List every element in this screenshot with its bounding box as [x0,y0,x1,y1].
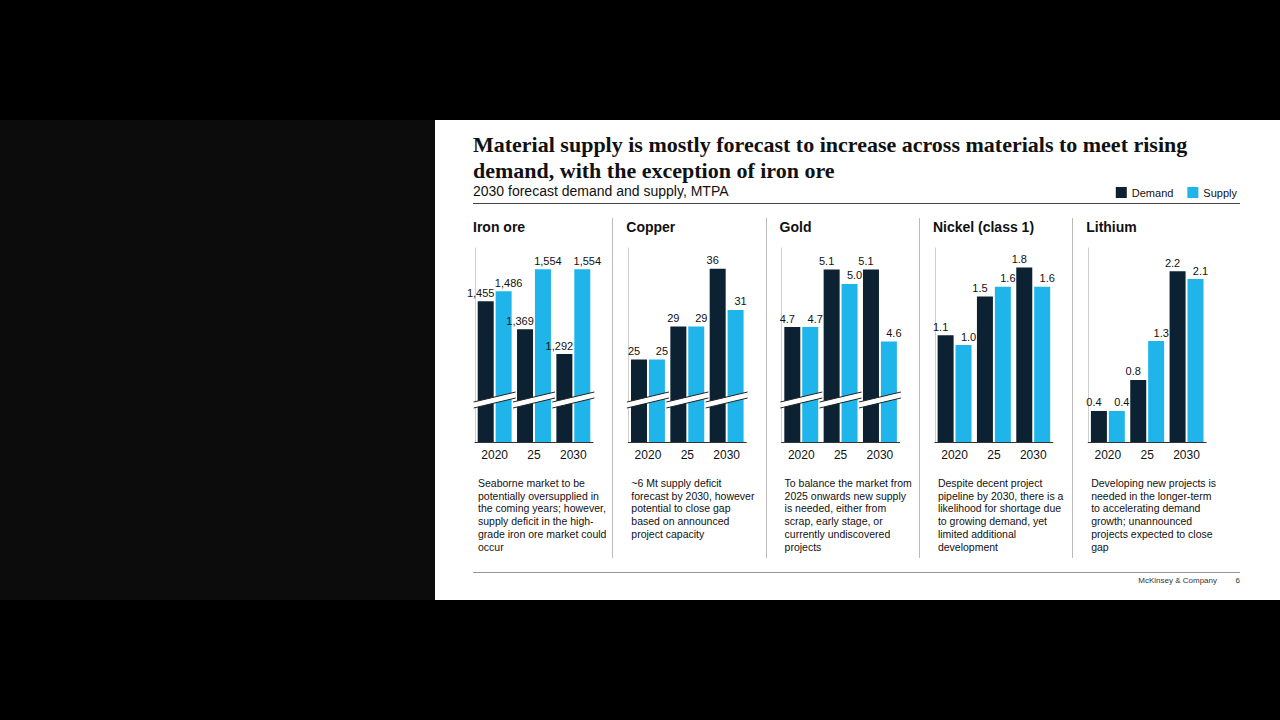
svg-text:1.6: 1.6 [1000,272,1015,284]
html-text:6: 6 [1235,576,1240,585]
svg-text:1,292: 1,292 [546,340,574,352]
svg-text:1,455: 1,455 [467,287,495,299]
svg-text:25: 25 [527,448,541,462]
svg-text:2030: 2030 [1020,448,1047,462]
svg-text:0.8: 0.8 [1126,365,1141,377]
html-text:Lithium: Lithium [1086,219,1137,235]
svg-text:2.2: 2.2 [1165,257,1180,269]
html-text:Iron ore: Iron ore [473,219,526,235]
svg-text:25: 25 [628,345,640,357]
svg-text:0.4: 0.4 [1086,396,1101,408]
svg-text:5.0: 5.0 [847,269,862,281]
svg-text:5.1: 5.1 [858,255,873,267]
svg-text:25: 25 [681,448,695,462]
html-text:Material supply is mostly fore: Material supply is mostly forecast to in… [473,132,1188,183]
svg-text:25: 25 [656,345,668,357]
html-text:2030 forecast demand and suppl: 2030 forecast demand and supply, MTPA [473,183,729,199]
svg-text:2020: 2020 [635,448,662,462]
svg-text:1.1: 1.1 [933,321,948,333]
svg-text:5.1: 5.1 [819,255,834,267]
svg-text:Supply: Supply [1203,187,1237,199]
html-text:To balance the market from 202: To balance the market from 2025 onwards … [784,477,912,553]
html-text:Despite decent project pipelin: Despite decent project pipeline by 2030,… [937,477,1064,553]
svg-text:1.3: 1.3 [1154,327,1169,339]
svg-text:25: 25 [987,448,1001,462]
html-text:Seaborne market to be potentia: Seaborne market to be potentially oversu… [478,477,607,553]
svg-text:2020: 2020 [1095,448,1122,462]
svg-text:31: 31 [734,295,746,307]
html-text:~6 Mt supply deficit forecast: ~6 Mt supply deficit forecast by 2030, h… [631,477,755,540]
svg-text:1.0: 1.0 [961,331,976,343]
html-text:Nickel (class 1): Nickel (class 1) [932,219,1035,235]
svg-text:29: 29 [695,312,707,324]
svg-text:25: 25 [1141,448,1155,462]
svg-text:4.7: 4.7 [780,313,795,325]
html-text:Copper: Copper [626,219,676,235]
svg-text:1.8: 1.8 [1012,253,1027,265]
svg-text:1.5: 1.5 [972,282,987,294]
html-text:Developing new projects is nee: Developing new projects is needed in the… [1091,477,1217,553]
svg-text:4.7: 4.7 [808,313,823,325]
svg-text:2020: 2020 [941,448,968,462]
svg-text:0.4: 0.4 [1114,396,1129,408]
svg-text:2.1: 2.1 [1193,265,1208,277]
svg-text:1,554: 1,554 [534,255,562,267]
svg-text:1,486: 1,486 [495,277,523,289]
html-text:McKinsey & Company: McKinsey & Company [1138,576,1217,585]
svg-text:2020: 2020 [788,448,815,462]
svg-text:2030: 2030 [867,448,894,462]
html-text:Gold: Gold [779,219,812,235]
svg-text:1,554: 1,554 [574,255,602,267]
svg-text:2030: 2030 [713,448,740,462]
svg-text:2030: 2030 [560,448,587,462]
svg-text:1,369: 1,369 [506,315,534,327]
svg-text:4.6: 4.6 [886,327,901,339]
svg-text:29: 29 [667,312,679,324]
svg-text:25: 25 [834,448,848,462]
svg-text:2020: 2020 [481,448,508,462]
svg-text:1.6: 1.6 [1040,272,1055,284]
svg-text:36: 36 [707,254,719,266]
svg-text:2030: 2030 [1173,448,1200,462]
svg-text:Demand: Demand [1132,187,1174,199]
